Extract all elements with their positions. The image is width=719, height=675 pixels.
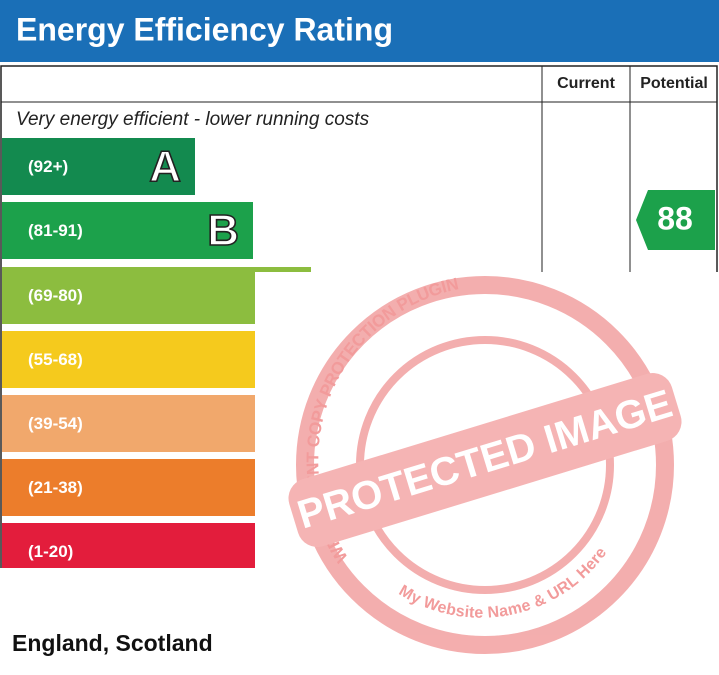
stamp-band (288, 373, 682, 547)
top-note: Very energy efficient - lower running co… (16, 109, 370, 130)
band-letter: B (207, 206, 239, 255)
potential-rating: 88 (657, 200, 693, 236)
band-range: (92+) (28, 157, 68, 176)
band-range: (55-68) (28, 350, 83, 369)
band-bar (2, 202, 253, 259)
band-letter: A (149, 142, 181, 191)
potential-arrow (636, 190, 715, 250)
column-header: Current (557, 75, 615, 92)
footer: England, Scotland (12, 630, 213, 656)
column-header: Potential (640, 75, 708, 92)
band-range: (21-38) (28, 478, 83, 497)
band-range: (69-80) (28, 286, 83, 305)
band-bar (2, 138, 195, 195)
band-range: (39-54) (28, 414, 83, 433)
title: Energy Efficiency Rating (16, 11, 393, 47)
title-bar (0, 0, 719, 62)
band-range: (81-91) (28, 221, 83, 240)
band-range: (1-20) (28, 542, 73, 561)
stamp-ring (296, 276, 674, 654)
